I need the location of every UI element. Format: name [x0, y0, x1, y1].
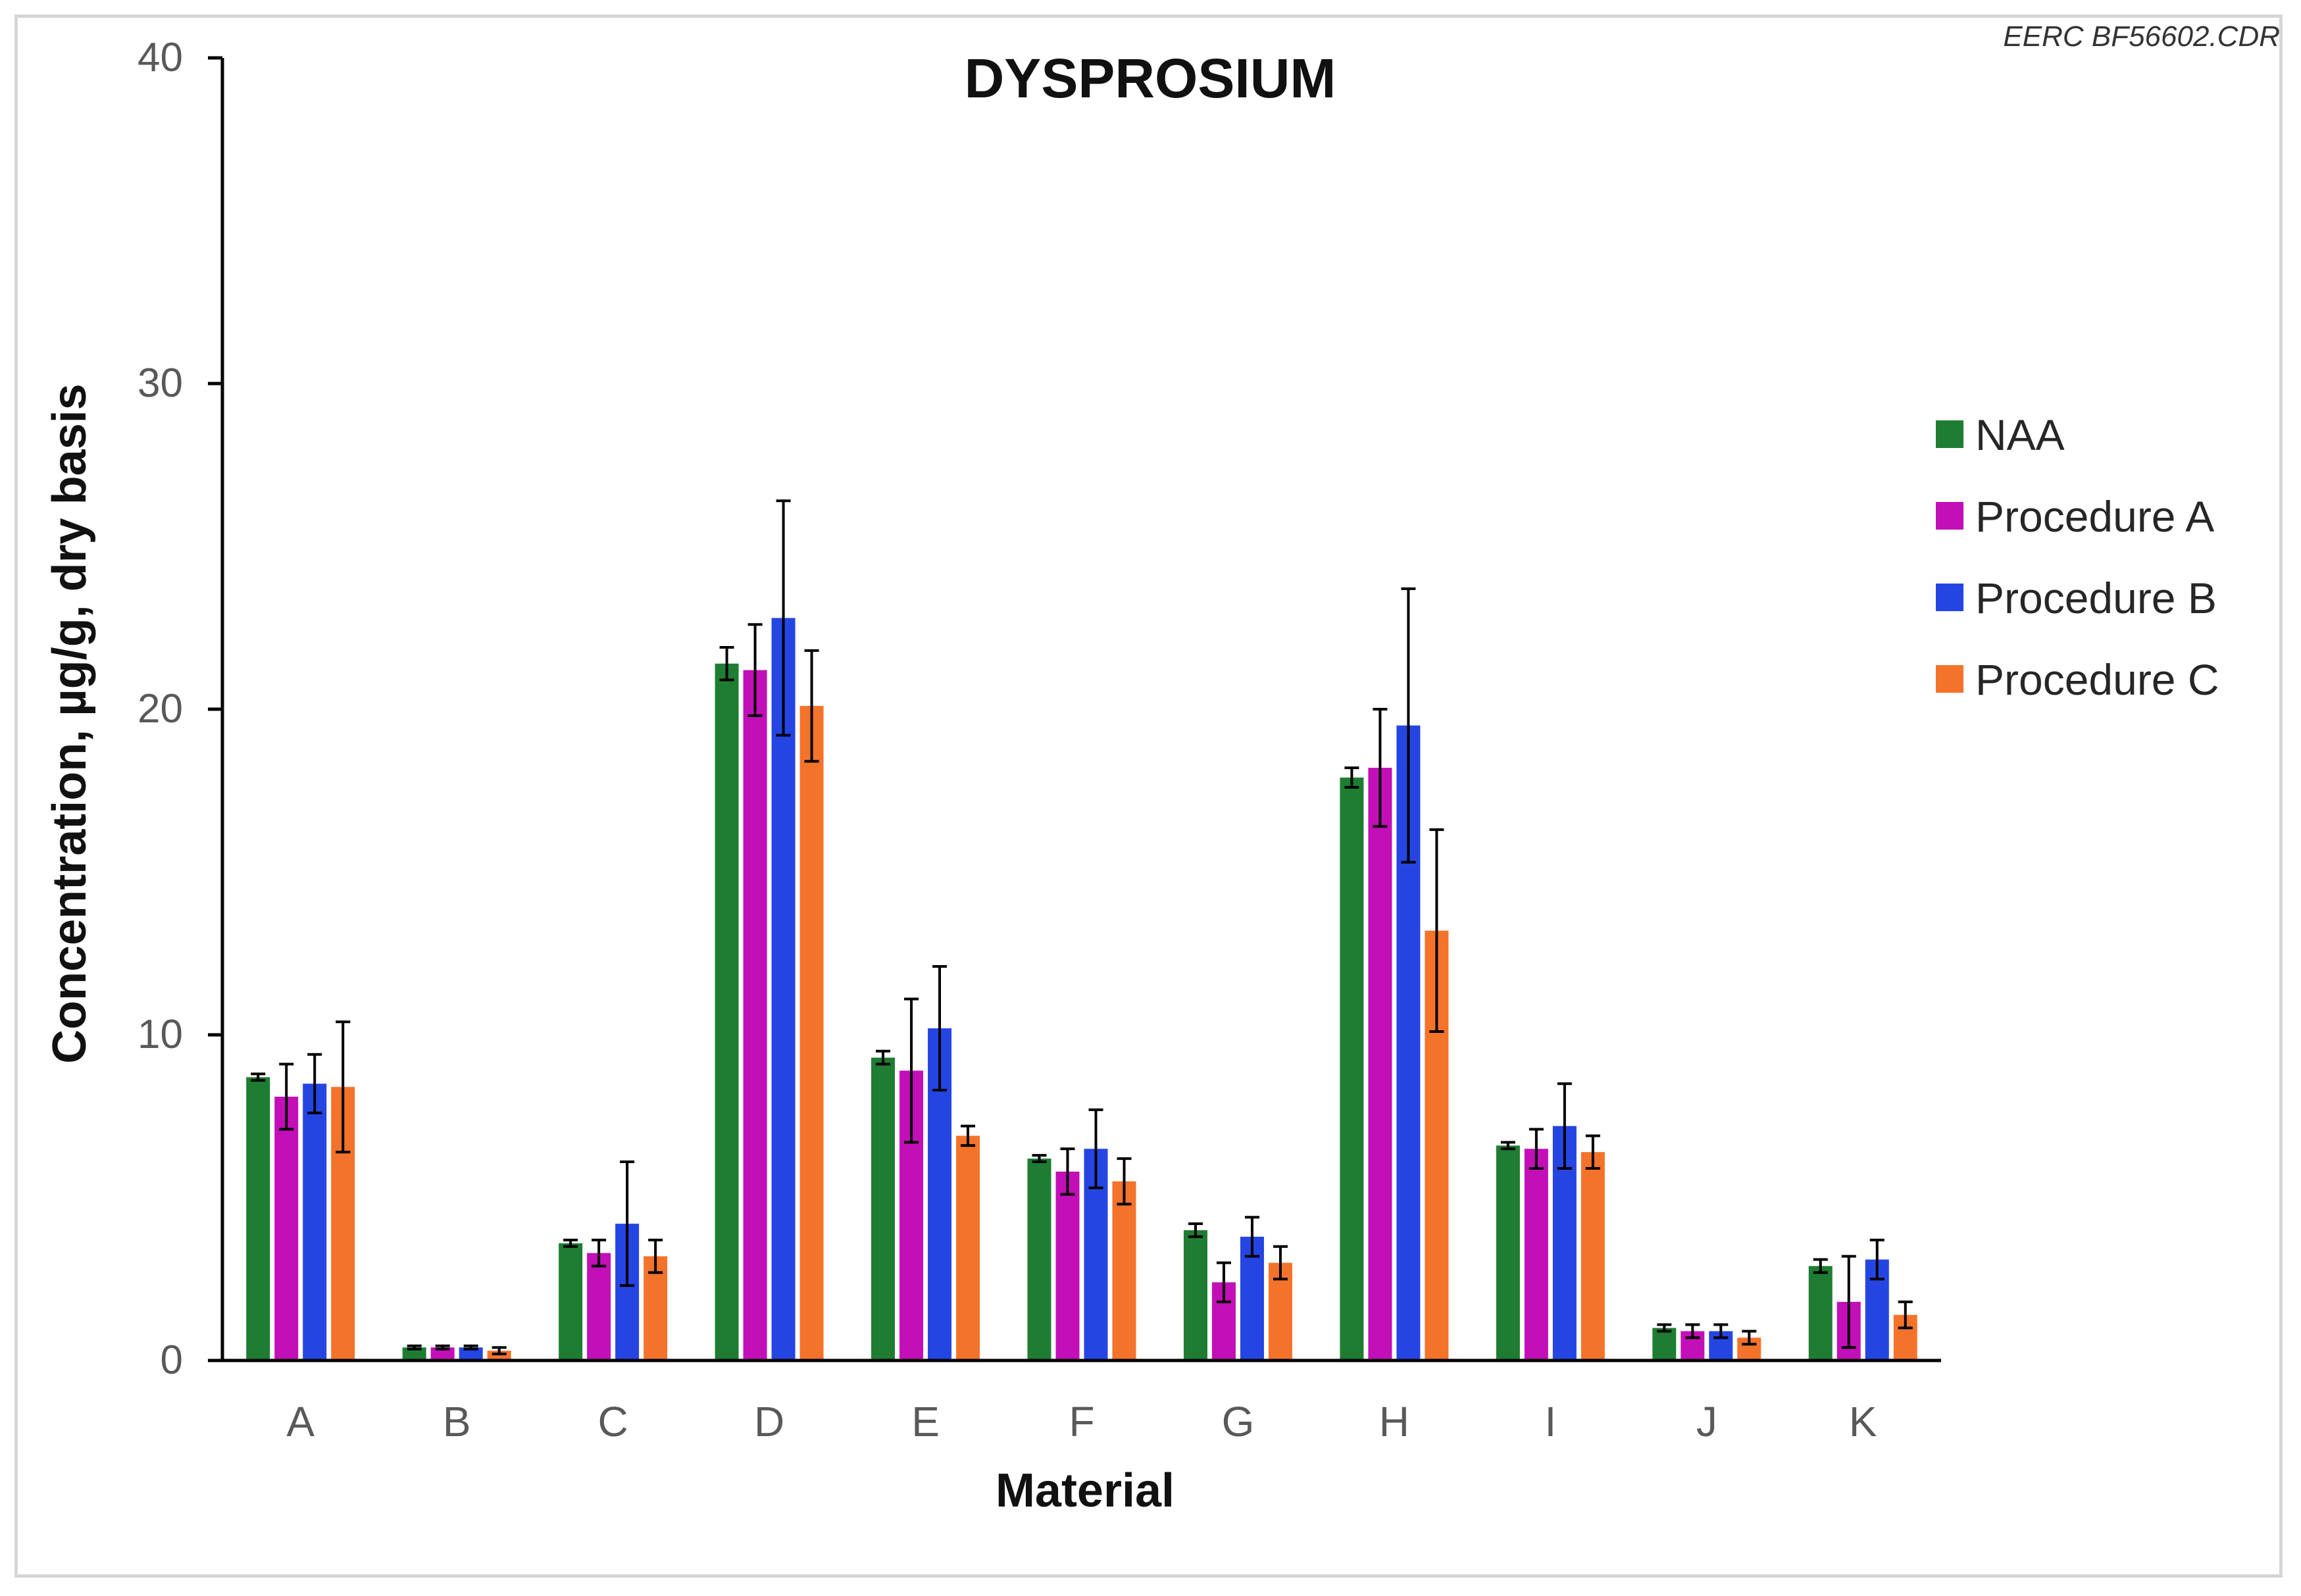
- legend-label-procedure-b: Procedure B: [1975, 574, 2217, 622]
- y-tick-label: 40: [138, 35, 183, 80]
- bar-procedure-c-f: [1112, 1181, 1136, 1360]
- x-tick-label: A: [286, 1398, 315, 1445]
- legend-label-procedure-a: Procedure A: [1975, 492, 2214, 541]
- bar-procedure-a-f: [1055, 1171, 1080, 1360]
- bar-procedure-a-i: [1524, 1149, 1548, 1360]
- x-axis-label: Material: [996, 1464, 1175, 1517]
- bar-procedure-c-e: [956, 1135, 980, 1360]
- x-tick-label: K: [1849, 1398, 1877, 1445]
- bar-naa-h: [1340, 777, 1364, 1360]
- bar-naa-g: [1183, 1230, 1207, 1360]
- x-tick-label: J: [1696, 1398, 1717, 1445]
- legend-swatch-procedure-c: [1936, 665, 1963, 693]
- y-tick-label: 0: [161, 1337, 183, 1383]
- chart-frame: [14, 14, 2283, 1578]
- x-tick-label: E: [911, 1398, 940, 1445]
- bar-procedure-b-d: [771, 618, 796, 1360]
- bar-procedure-a-c: [587, 1253, 611, 1360]
- bar-procedure-a-b: [430, 1347, 455, 1360]
- bar-procedure-b-b: [459, 1347, 483, 1360]
- x-tick-label: F: [1069, 1398, 1094, 1445]
- bar-procedure-a-h: [1368, 768, 1392, 1360]
- bar-naa-c: [559, 1243, 583, 1360]
- y-tick-label: 10: [138, 1012, 183, 1057]
- plot-area: 0 10 20 30 40 A B C D E F G H I J K: [138, 35, 1941, 1445]
- legend-label-procedure-c: Procedure C: [1975, 655, 2219, 704]
- bar-naa-i: [1496, 1145, 1520, 1360]
- legend-swatch-procedure-a: [1936, 502, 1963, 530]
- bar-procedure-b-a: [303, 1084, 327, 1360]
- watermark: EERC BF56602.CDR: [2003, 20, 2280, 53]
- chart-title: DYSPROSIUM: [965, 47, 1336, 109]
- x-tick-label: H: [1379, 1398, 1409, 1445]
- x-tick-label: C: [598, 1398, 628, 1445]
- x-tick-label: B: [443, 1398, 471, 1445]
- legend-swatch-procedure-b: [1936, 584, 1963, 611]
- bar-naa-a: [246, 1077, 270, 1360]
- bar-procedure-c-i: [1580, 1152, 1605, 1360]
- y-axis-label: Concentration, µg/g, dry basis: [43, 384, 96, 1064]
- x-tick-label: D: [754, 1398, 784, 1445]
- bar-naa-e: [871, 1057, 896, 1360]
- bar-naa-f: [1027, 1159, 1051, 1360]
- legend-swatch-naa: [1936, 420, 1963, 448]
- x-tick-label: G: [1222, 1398, 1255, 1445]
- bar-procedure-a-a: [274, 1097, 299, 1360]
- x-tick-label: I: [1544, 1398, 1556, 1445]
- legend: NAA Procedure A Procedure B Procedure C: [1936, 411, 2219, 704]
- bar-procedure-c-d: [799, 706, 824, 1360]
- bar-naa-d: [715, 663, 739, 1361]
- bar-procedure-a-d: [743, 670, 767, 1360]
- y-tick-label: 30: [138, 361, 183, 406]
- legend-label-naa: NAA: [1975, 411, 2065, 459]
- bar-naa-k: [1808, 1266, 1833, 1360]
- y-tick-label: 20: [138, 686, 183, 732]
- bar-naa-b: [402, 1347, 426, 1360]
- bar-naa-j: [1652, 1328, 1677, 1360]
